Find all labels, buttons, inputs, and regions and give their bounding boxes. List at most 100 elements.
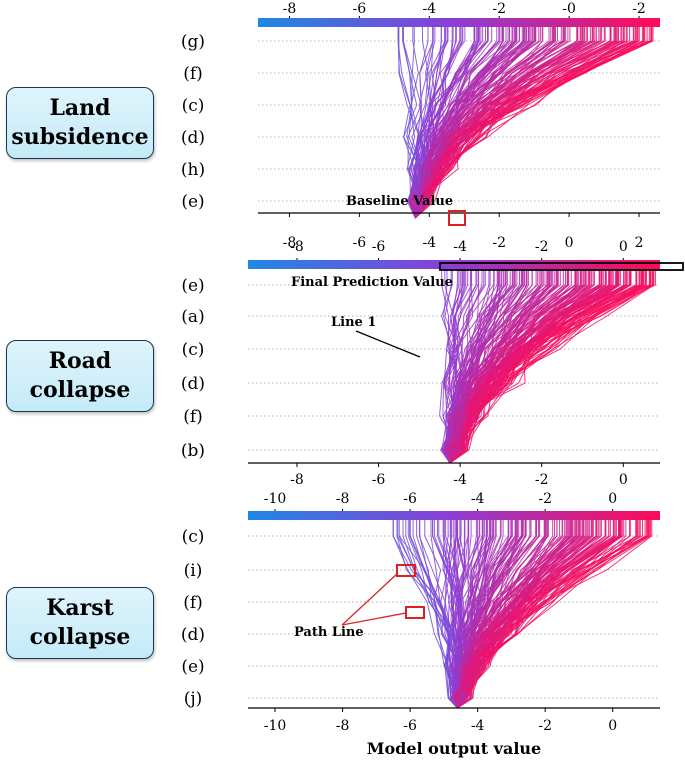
bottom-tick-label: -6 <box>403 718 417 734</box>
decision-path-line <box>406 27 429 219</box>
decision-path-line <box>456 520 494 709</box>
decision-path-line <box>449 269 606 464</box>
decision-path-line <box>414 27 525 219</box>
top-tick-label: -0 <box>562 1 576 17</box>
colorbar <box>248 260 660 269</box>
bottom-tick-label: 0 <box>565 235 574 251</box>
top-tick-label: -2 <box>538 491 552 507</box>
decision-path-line <box>449 269 656 464</box>
decision-path-line <box>456 520 594 709</box>
x-axis-title: Model output value <box>367 739 541 758</box>
bottom-tick-label: 0 <box>608 718 617 734</box>
decision-path-line <box>414 27 434 219</box>
panel-land-subsidence: -8 -6 -4 -2 -0 -2 (g) (f) (c) (d) (h) (e) -8 -6 -4 -2 0 2… <box>181 1 660 251</box>
decision-path-line <box>414 27 645 219</box>
feature-label: (h) <box>181 160 205 180</box>
path-line-pointer-2 <box>341 612 407 626</box>
feature-label: (j) <box>184 689 203 709</box>
bottom-tick-label: -4 <box>471 718 485 734</box>
decision-path-line <box>449 269 508 464</box>
feature-label: (f) <box>183 407 203 427</box>
top-tick-label: -6 <box>353 1 367 17</box>
top-tick-label: -8 <box>290 239 304 255</box>
panel-label-land-subsidence: Land subsidence <box>6 87 154 159</box>
top-tick-label: -4 <box>471 491 485 507</box>
feature-label: (a) <box>181 307 204 327</box>
bottom-tick-label: 2 <box>635 235 644 251</box>
colorbar <box>248 511 660 520</box>
decision-path-line <box>449 269 638 464</box>
decision-path-line <box>409 520 458 709</box>
panel-label-road-collapse: Road collapse <box>6 340 154 412</box>
annotation-path-line: Path Line <box>294 625 364 640</box>
final-prediction-highlight-box <box>439 262 684 271</box>
decision-path-line <box>443 520 466 709</box>
feature-label: (f) <box>183 593 203 613</box>
line-1-pointer <box>355 330 421 358</box>
top-tick-label: -2 <box>492 1 506 17</box>
decision-path-line <box>456 520 589 709</box>
feature-label: (d) <box>181 625 205 645</box>
feature-label: (d) <box>181 128 205 148</box>
decision-path-line <box>450 520 490 709</box>
annotation-final-prediction-value: Final Prediction Value <box>291 275 453 290</box>
bottom-tick-label: -4 <box>453 472 467 488</box>
top-tick-label: -2 <box>535 239 549 255</box>
top-tick-label: 0 <box>608 491 617 507</box>
baseline-highlight-box <box>448 210 466 226</box>
decision-path-line <box>414 27 565 219</box>
top-tick-label: -6 <box>403 491 417 507</box>
top-tick-label: -2 <box>632 1 646 17</box>
annotation-line-1: Line 1 <box>331 315 376 330</box>
decision-path-line <box>441 269 464 464</box>
bottom-tick-label: -6 <box>353 235 367 251</box>
top-tick-label: -4 <box>422 1 436 17</box>
decision-path-line <box>408 27 446 219</box>
decision-path-line <box>442 269 459 464</box>
decision-path-line <box>412 27 446 219</box>
colorbar <box>258 18 660 27</box>
bottom-tick-label: 0 <box>619 472 628 488</box>
path-line-highlight-box-1 <box>396 564 416 577</box>
feature-label: (e) <box>181 192 204 212</box>
decision-path-line <box>455 520 623 709</box>
decision-path-line <box>411 27 537 219</box>
decision-path-line <box>456 520 577 709</box>
path-line-highlight-box-2 <box>405 606 425 619</box>
top-tick-label: -4 <box>453 239 467 255</box>
feature-label: (f) <box>183 64 203 84</box>
decision-path-line <box>457 520 586 709</box>
path-line-pointer-1 <box>341 572 399 626</box>
feature-label: (d) <box>181 374 205 394</box>
bottom-tick-label: -8 <box>283 235 297 251</box>
decision-path-line <box>444 269 528 464</box>
decision-path-line <box>414 27 627 219</box>
top-tick-label: -6 <box>372 239 386 255</box>
decision-path-line <box>409 27 540 219</box>
decision-path-line <box>449 269 590 464</box>
decision-path-line <box>449 269 644 464</box>
bottom-tick-label: -4 <box>422 235 436 251</box>
bottom-tick-label: -8 <box>290 472 304 488</box>
bottom-tick-label: -2 <box>492 235 506 251</box>
bottom-tick-label: -2 <box>538 718 552 734</box>
top-tick-label: 0 <box>619 239 628 255</box>
feature-label: (e) <box>181 276 204 296</box>
feature-label: (e) <box>181 657 204 677</box>
decision-path-line <box>451 520 487 709</box>
panel-karst-collapse: -10 -8 -6 -4 -2 0 (c) (i) (f) (d) (e) (j) -10 -8 -6 -4 -… <box>181 491 660 758</box>
feature-label: (i) <box>184 561 203 581</box>
bottom-tick-label: -8 <box>336 718 350 734</box>
feature-label: (c) <box>182 96 205 116</box>
bottom-tick-label: -10 <box>264 718 287 734</box>
top-tick-label: -8 <box>283 1 297 17</box>
decision-path-line <box>408 27 529 219</box>
panel-road-collapse: -8 -6 -4 -2 0 (e) (a) (c) (d) (f) (b) -8 -6 -4 -2 0 Fina… <box>181 239 684 488</box>
decision-path-line <box>449 269 650 464</box>
feature-label: (b) <box>181 441 205 461</box>
decision-path-line <box>449 269 585 464</box>
feature-label: (c) <box>182 340 205 360</box>
decision-path-line <box>414 27 615 219</box>
annotation-baseline-value: Baseline Value <box>346 194 453 209</box>
